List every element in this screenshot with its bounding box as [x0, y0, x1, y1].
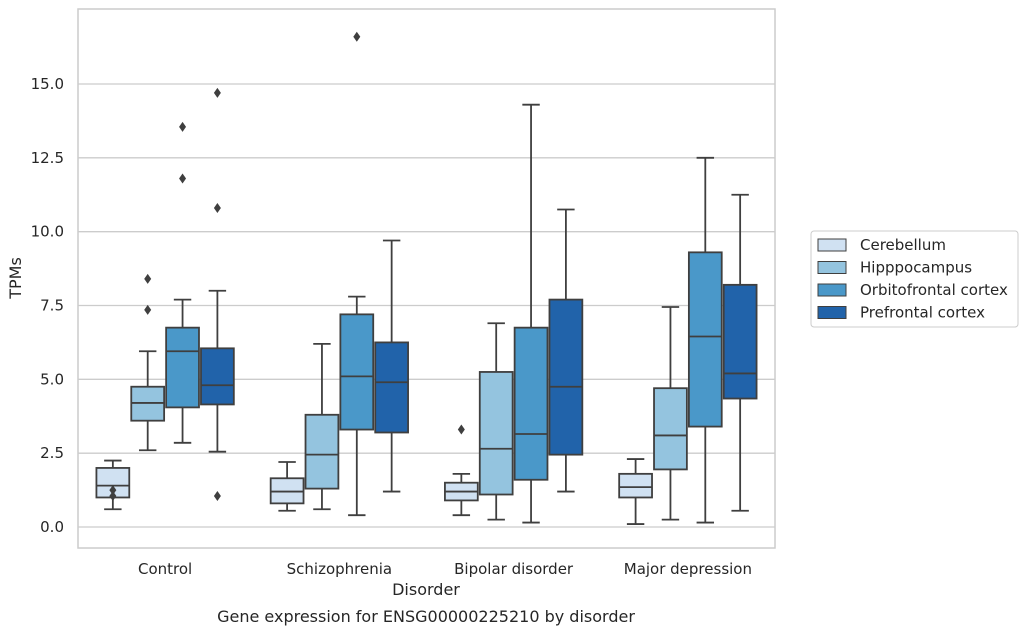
legend-swatch [817, 238, 847, 252]
box-prefrontal-cortex [722, 193, 758, 512]
box-orbitofrontal-cortex [165, 121, 200, 444]
box-iqr [339, 313, 375, 431]
y-tick-label: 12.5 [31, 149, 64, 167]
outlier-point [213, 490, 221, 501]
box-prefrontal-cortex [548, 208, 584, 493]
y-tick-label: 15.0 [31, 75, 64, 93]
box-cerebellum [618, 458, 653, 525]
y-tick-label: 2.5 [40, 444, 64, 462]
legend-swatch [817, 283, 847, 297]
outlier-point [109, 485, 117, 496]
box-hipppocampus [304, 342, 340, 511]
box-iqr [478, 371, 514, 496]
outlier-point [213, 203, 221, 214]
y-tick-label: 10.0 [31, 223, 64, 241]
outlier-point [213, 87, 221, 98]
outlier-point [179, 121, 187, 132]
plot-frame [77, 8, 776, 549]
y-tick-label: 0.0 [40, 518, 64, 536]
box-iqr [687, 251, 723, 428]
y-tick-label: 7.5 [40, 297, 64, 315]
chart-caption: Gene expression for ENSG00000225210 by d… [217, 607, 635, 626]
x-tick-label: Major depression [624, 560, 752, 578]
outlier-point [109, 490, 117, 501]
box-prefrontal-cortex [374, 239, 409, 493]
box-iqr [374, 341, 409, 434]
legend: Cerebellum Hipppocampus Orbitofrontal cort… [810, 230, 1019, 328]
legend-frame [810, 230, 1019, 328]
box-hipppocampus [653, 306, 688, 521]
y-tick-label: 5.0 [40, 370, 64, 388]
box-orbitofrontal-cortex [339, 31, 375, 517]
box-orbitofrontal-cortex [513, 103, 549, 524]
legend-label: Orbitofrontal cortex [860, 281, 1008, 299]
x-tick-label: Bipolar disorder [454, 560, 574, 578]
x-tick-labels: Control Schizophrenia Bipolar disorder Majo… [138, 560, 752, 578]
box-iqr [200, 347, 235, 406]
box-iqr [304, 413, 340, 490]
outlier-point [353, 31, 361, 42]
box-cerebellum [444, 424, 479, 517]
box-iqr [548, 298, 584, 456]
x-axis-label: Disorder [392, 580, 460, 599]
box-iqr [513, 326, 549, 481]
box-iqr [165, 326, 200, 409]
y-tick-labels: 0.0 2.5 5.0 7.5 10.0 12.5 15.0 [31, 75, 64, 536]
outlier-point [179, 173, 187, 184]
legend-label: Hipppocampus [860, 259, 972, 277]
box-cerebellum [95, 459, 131, 511]
y-axis-label: TPMs [6, 257, 25, 300]
box-orbitofrontal-cortex [687, 156, 723, 524]
box-hipppocampus [478, 322, 514, 521]
x-tick-label: Schizophrenia [287, 560, 392, 578]
legend-swatch [817, 261, 847, 274]
legend-swatch [817, 306, 847, 319]
outlier-point [457, 424, 465, 435]
box-iqr [653, 387, 688, 471]
box-iqr [618, 472, 653, 499]
legend-label: Cerebellum [860, 236, 946, 254]
box-hipppocampus [130, 273, 166, 452]
x-tick-label: Control [138, 560, 192, 578]
boxes-layer [95, 31, 758, 525]
box-cerebellum [269, 461, 305, 512]
box-iqr [722, 283, 758, 400]
outlier-point [144, 304, 152, 315]
outlier-point [144, 273, 152, 284]
box-prefrontal-cortex [200, 87, 235, 501]
legend-label: Prefrontal cortex [860, 304, 985, 322]
